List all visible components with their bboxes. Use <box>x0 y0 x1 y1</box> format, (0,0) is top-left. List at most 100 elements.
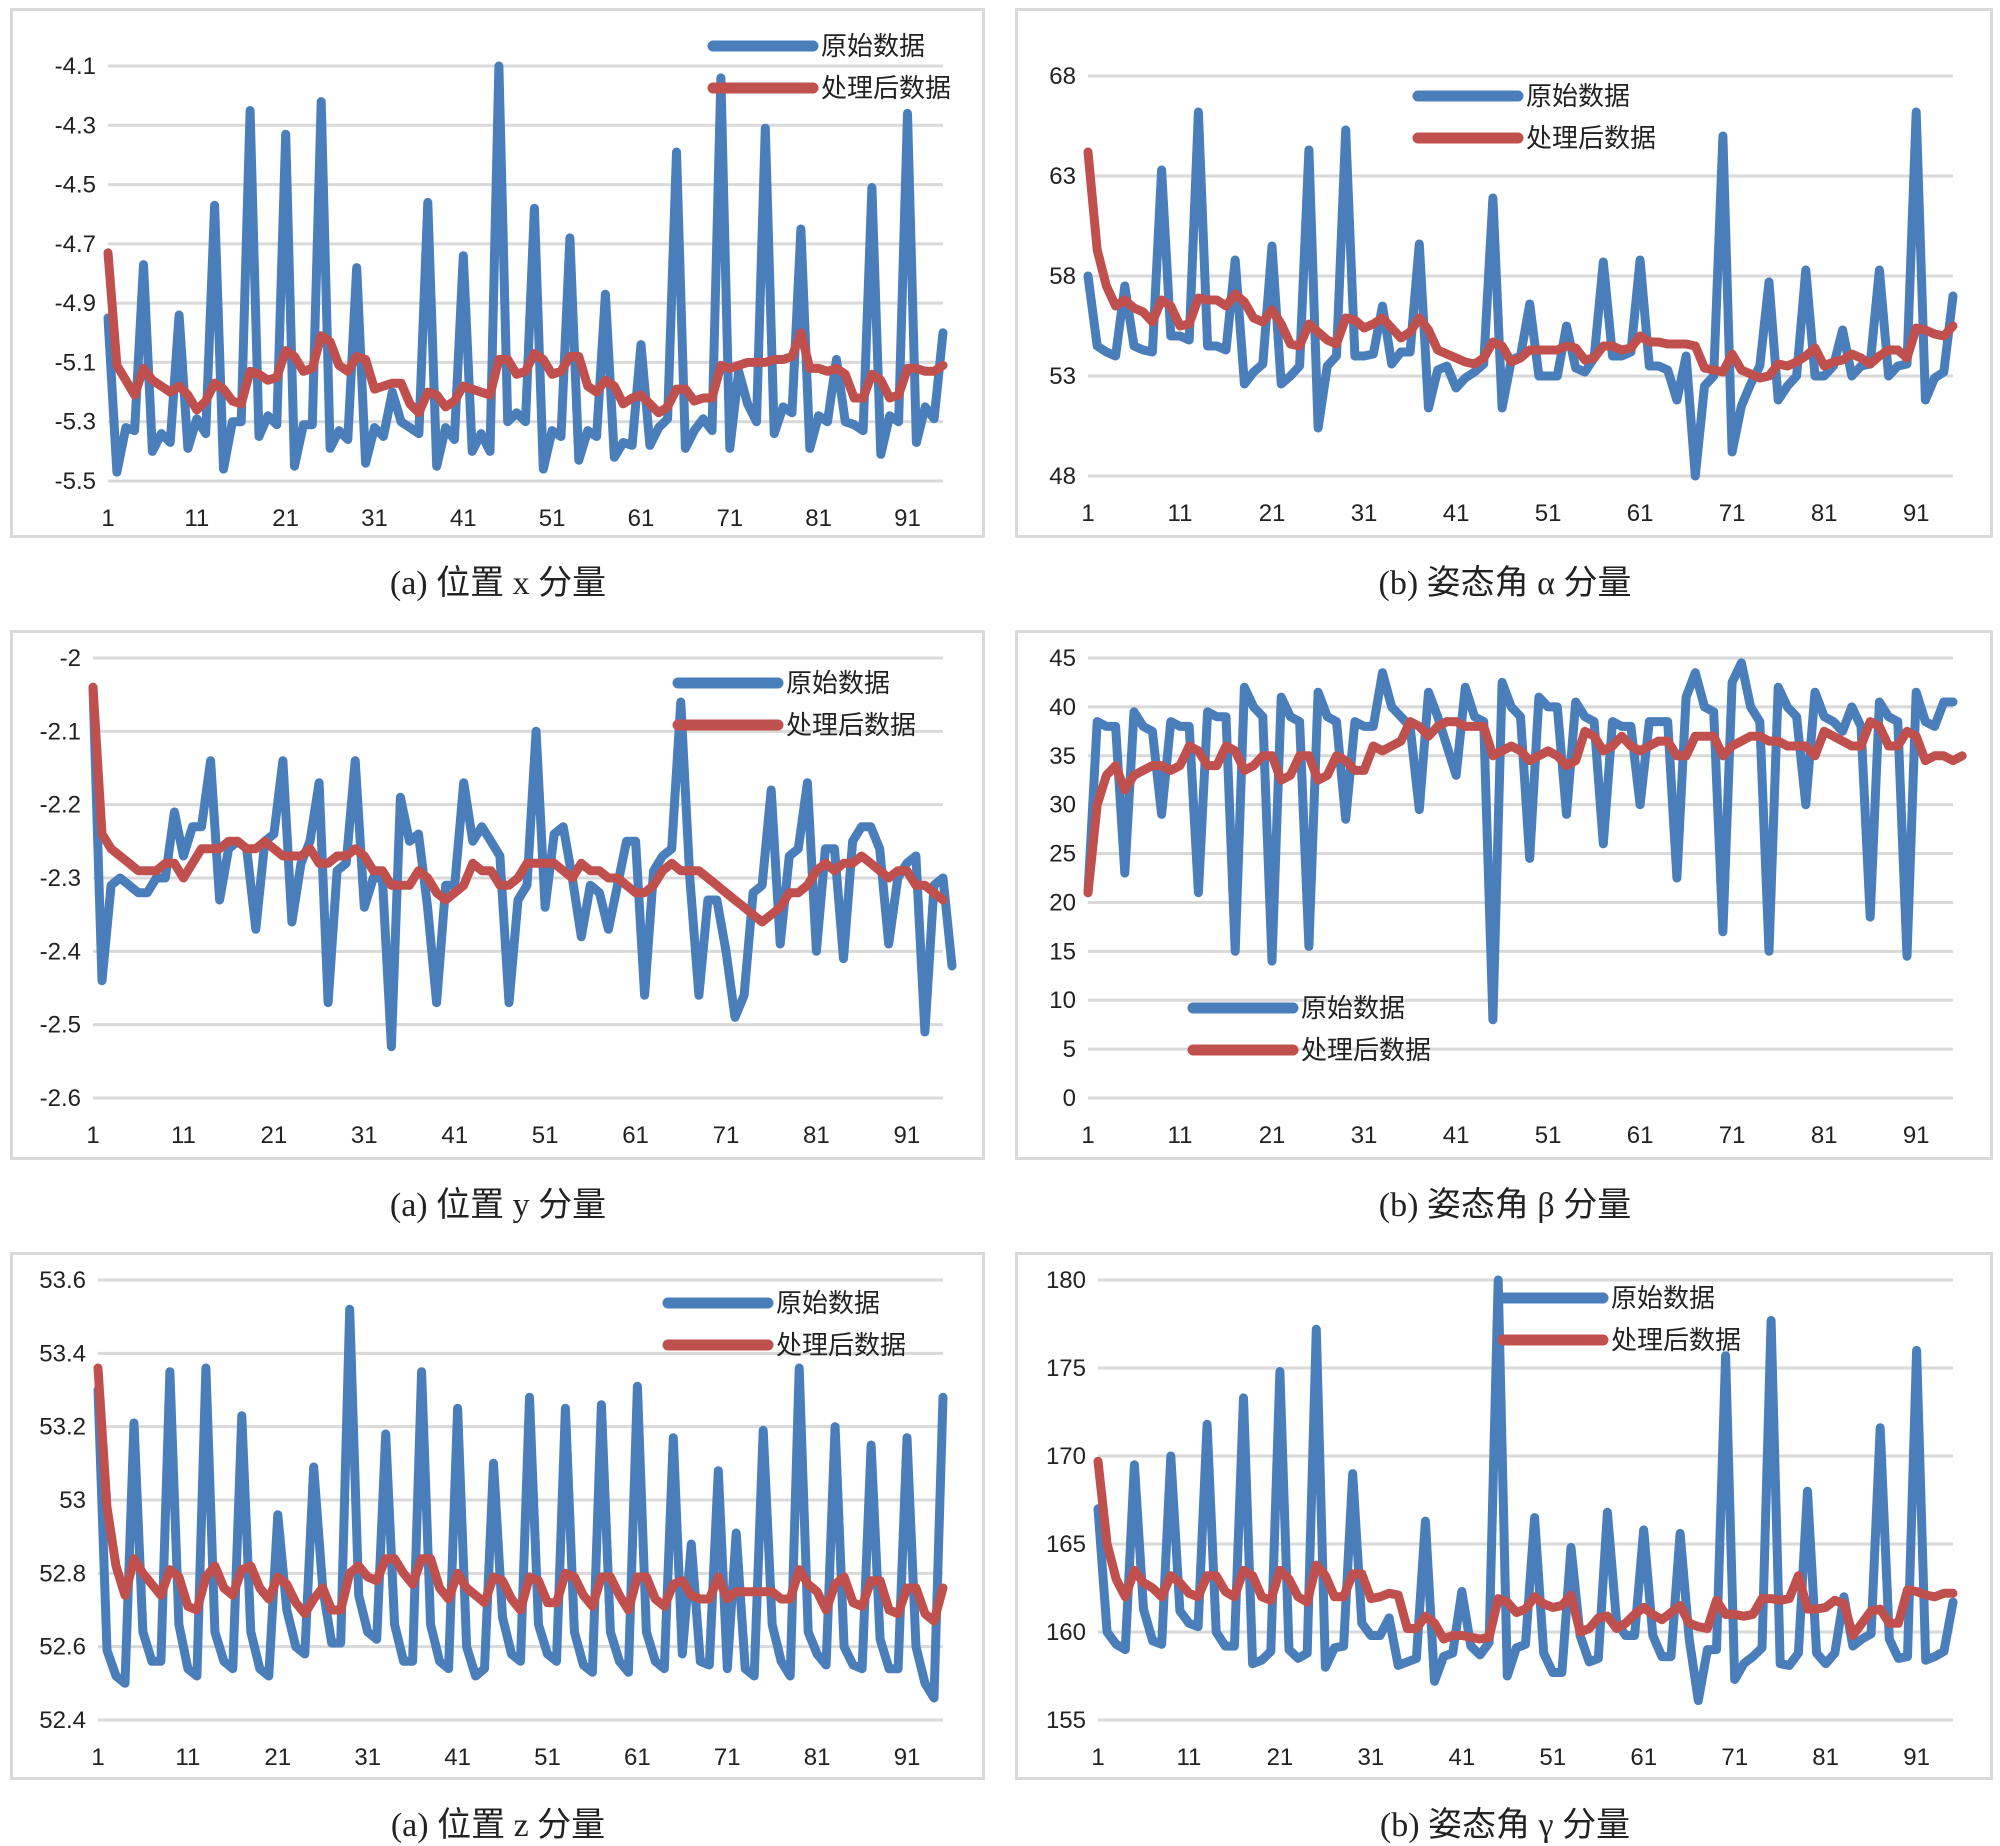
x-tick-label: 61 <box>1627 1122 1654 1149</box>
x-tick-label: 71 <box>1719 1122 1746 1149</box>
y-tick-label: -4.5 <box>55 172 96 199</box>
y-tick-label: 48 <box>1049 463 1076 490</box>
x-tick-label: 1 <box>86 1122 99 1149</box>
x-tick-label: 71 <box>1719 500 1746 527</box>
caption-z: (a) 位置 z 分量 <box>390 1807 606 1844</box>
y-tick-label: 175 <box>1046 1355 1086 1382</box>
y-tick-label: 45 <box>1049 645 1076 672</box>
x-tick-label: 11 <box>1176 1744 1201 1771</box>
x-tick-label: 11 <box>184 505 209 532</box>
y-tick-label: 40 <box>1049 694 1076 721</box>
y-tick-label: 165 <box>1046 1531 1086 1558</box>
x-tick-label: 81 <box>804 1744 831 1771</box>
chart-panel-gamma: 180 175 170 165 160 155 1 11 21 31 41 51 61 71 81 91 原始数… <box>1015 1252 1993 1780</box>
x-tick-label: 31 <box>354 1744 381 1771</box>
legend-label-raw: 原始数据 <box>786 669 890 699</box>
x-tick-label: 1 <box>91 1744 104 1771</box>
series-line-raw <box>1083 107 1958 481</box>
x-tick-label: 31 <box>351 1122 378 1149</box>
series-line-processed <box>88 682 948 927</box>
legend-label-processed: 处理后数据 <box>821 74 951 104</box>
y-tick-label: 53 <box>59 1487 86 1514</box>
legend-label-processed: 处理后数据 <box>1611 1326 1741 1356</box>
y-tick-label: 53.4 <box>39 1340 86 1367</box>
series-line-processed <box>1083 147 1958 383</box>
series-line-processed <box>1083 717 1967 898</box>
legend-label-processed: 处理后数据 <box>776 1331 906 1361</box>
legend-label-raw: 原始数据 <box>1301 994 1405 1024</box>
y-tick-label: -2.6 <box>40 1085 81 1112</box>
x-tick-label: 31 <box>1358 1744 1385 1771</box>
series-line-raw <box>1083 658 1958 1025</box>
x-tick-label: 1 <box>1081 500 1094 527</box>
legend-label-raw: 原始数据 <box>821 32 925 62</box>
y-tick-label: 10 <box>1049 987 1076 1014</box>
x-tick-label: 11 <box>175 1744 200 1771</box>
y-tick-label: 180 <box>1046 1267 1086 1294</box>
x-tick-label: 91 <box>894 505 921 532</box>
x-tick-label: 41 <box>444 1744 471 1771</box>
chart-panel-z: 53.6 53.4 53.2 53 52.8 52.6 52.4 1 11 21 31 41 51 61 7… <box>10 1252 985 1780</box>
x-tick-label: 11 <box>1168 1122 1193 1149</box>
y-tick-label: 68 <box>1049 63 1076 90</box>
legend-label-raw: 原始数据 <box>776 1289 880 1319</box>
y-tick-label: -2 <box>60 645 81 672</box>
x-tick-label: 41 <box>441 1122 468 1149</box>
x-tick-label: 61 <box>624 1744 651 1771</box>
x-tick-label: 41 <box>1443 500 1470 527</box>
x-tick-label: 81 <box>1812 1744 1839 1771</box>
y-tick-label: -2.5 <box>40 1012 81 1039</box>
x-tick-label: 91 <box>1903 1122 1930 1149</box>
legend-label-processed: 处理后数据 <box>1301 1036 1431 1066</box>
caption-x: (a) 位置 x 分量 <box>389 565 607 602</box>
y-tick-label: 53.2 <box>39 1414 86 1441</box>
x-tick-label: 61 <box>1630 1744 1657 1771</box>
x-tick-label: 31 <box>1351 1122 1378 1149</box>
x-tick-label: 21 <box>1259 500 1286 527</box>
y-tick-label: -4.1 <box>55 53 96 80</box>
y-tick-label: -5.1 <box>55 349 96 376</box>
y-tick-label: 20 <box>1049 889 1076 916</box>
x-tick-label: 71 <box>716 505 743 532</box>
x-tick-label: 51 <box>1539 1744 1566 1771</box>
x-tick-label: 61 <box>628 505 655 532</box>
chart-svg-x: -4.1-4.3-4.5-4.7-4.9-5.1-5.3-5.51 11 21 31 4… <box>55 32 951 532</box>
y-tick-label: 160 <box>1046 1619 1086 1646</box>
x-tick-label: 31 <box>1351 500 1378 527</box>
series-line-raw <box>93 1304 948 1703</box>
caption-gamma: (b) 姿态角 γ 分量 <box>1379 1807 1631 1844</box>
y-tick-label: -2.4 <box>40 938 81 965</box>
y-tick-label: 53 <box>1049 363 1076 390</box>
x-tick-label: 11 <box>1168 500 1193 527</box>
y-tick-label: 30 <box>1049 792 1076 819</box>
y-tick-label: -4.9 <box>55 290 96 317</box>
y-tick-label: 63 <box>1049 163 1076 190</box>
legend-label-processed: 处理后数据 <box>1526 124 1656 154</box>
x-tick-label: 1 <box>1081 1122 1094 1149</box>
y-tick-label: 53.6 <box>39 1267 86 1294</box>
y-tick-label: 52.6 <box>39 1634 86 1661</box>
y-tick-label: 35 <box>1049 743 1076 770</box>
y-tick-label: 52.8 <box>39 1560 86 1587</box>
y-tick-label: 52.4 <box>39 1707 86 1734</box>
chart-svg-y: -2-2.1-2.2-2.3-2.4-2.5-2.61 11 21 31 41 51 61 7… <box>40 645 957 1149</box>
y-tick-label: -2.3 <box>40 865 81 892</box>
caption-alpha: (b) 姿态角 α 分量 <box>1378 565 1632 602</box>
legend-label-raw: 原始数据 <box>1611 1284 1715 1314</box>
series-line-raw <box>1093 1275 1958 1706</box>
chart-panel-beta: 45 40 35 30 25 20 15 10 5 0 1 11 21 31 41 51 61 71 81 91 原始数… <box>1015 630 1993 1160</box>
series-line-processed <box>103 248 948 418</box>
x-tick-label: 61 <box>1627 500 1654 527</box>
x-tick-label: 21 <box>272 505 299 532</box>
x-tick-label: 1 <box>101 505 114 532</box>
x-tick-label: 51 <box>1535 500 1562 527</box>
y-tick-label: -2.1 <box>40 718 81 745</box>
x-tick-label: 71 <box>714 1744 741 1771</box>
x-tick-label: 61 <box>622 1122 649 1149</box>
x-tick-label: 21 <box>260 1122 287 1149</box>
series-line-processed <box>93 1363 948 1626</box>
